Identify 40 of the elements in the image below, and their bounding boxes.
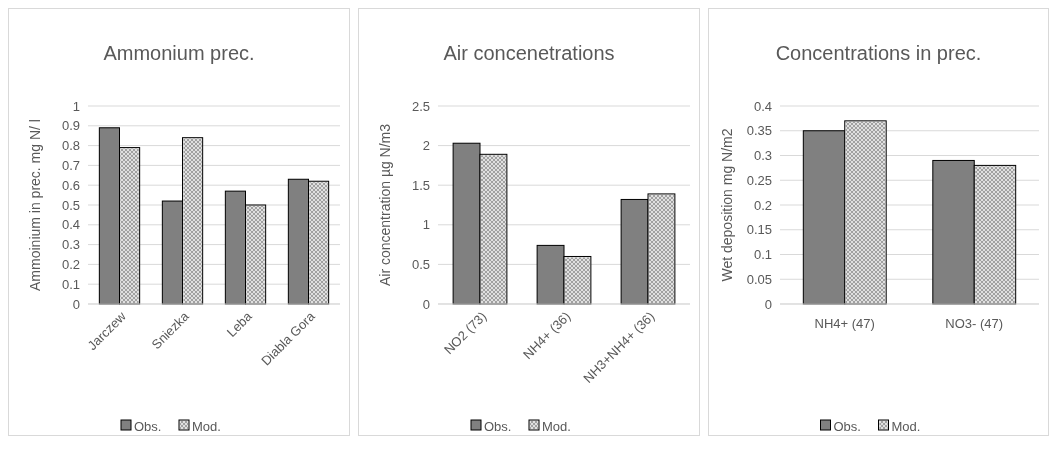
chart-title: Air concenetrations xyxy=(443,42,615,64)
y-tick-label: 0.3 xyxy=(753,148,772,164)
y-tick-label: 0 xyxy=(422,296,430,312)
y-tick-label: 0.4 xyxy=(753,98,772,114)
y-tick-label: 0.05 xyxy=(746,271,772,287)
legend-label: Mod. xyxy=(542,418,571,434)
y-tick-label: 0.8 xyxy=(61,138,80,154)
y-tick-label: 0.2 xyxy=(753,197,772,213)
legend-label: Obs. xyxy=(484,418,512,434)
y-tick-label: 1 xyxy=(422,217,430,233)
y-tick-label: 0 xyxy=(72,296,80,312)
y-axis-title: Ammoinium in prec. mg N/ l xyxy=(27,119,43,291)
legend-label: Obs. xyxy=(833,418,861,434)
y-tick-label: 1.5 xyxy=(411,177,430,193)
y-tick-label: 0.1 xyxy=(61,276,80,292)
y-tick-label: 0.3 xyxy=(61,237,80,253)
y-tick-label: 2.5 xyxy=(411,98,430,114)
legend-label: Mod. xyxy=(891,418,921,434)
chart-title: Concentrations in prec. xyxy=(775,42,982,64)
y-tick-label: 1 xyxy=(72,98,80,114)
y-tick-label: 0.1 xyxy=(753,247,772,263)
x-tick-label: NH4+ (47) xyxy=(814,316,875,331)
y-tick-label: 0.5 xyxy=(61,197,80,213)
y-tick-label: 0.2 xyxy=(61,256,80,272)
y-tick-label: 0.7 xyxy=(61,157,80,173)
x-tick-label: NO3- (47) xyxy=(945,316,1004,331)
y-tick-label: 0.15 xyxy=(746,222,772,238)
y-tick-label: 0.9 xyxy=(61,118,80,134)
y-tick-label: 0.4 xyxy=(61,217,80,233)
y-tick-label: 0.35 xyxy=(746,123,772,139)
y-tick-label: 2 xyxy=(422,138,430,154)
y-tick-label: 0 xyxy=(764,296,772,312)
y-tick-label: 0.6 xyxy=(61,177,80,193)
y-tick-label: 0.5 xyxy=(411,256,430,272)
y-tick-label: 0.25 xyxy=(746,172,772,188)
y-axis-title: Wet deposition mg N/m2 xyxy=(719,128,735,282)
legend-label: Mod. xyxy=(192,418,221,434)
chart-title: Ammonium prec. xyxy=(103,42,255,64)
y-axis-title: Air concentration µg N/m3 xyxy=(377,123,393,287)
legend-label: Obs. xyxy=(134,418,162,434)
